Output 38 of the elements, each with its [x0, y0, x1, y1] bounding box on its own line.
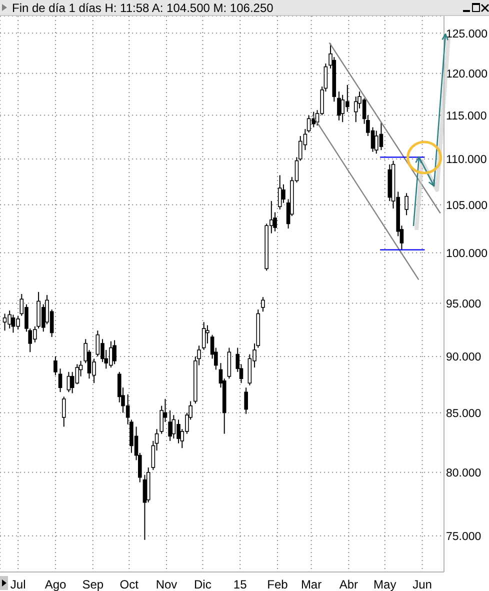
x-tick-label: Sep: [82, 578, 104, 591]
y-tick-label: 100.000: [446, 248, 488, 260]
candlestick: [337, 91, 341, 121]
candlestick: [168, 410, 172, 442]
y-tick-label: 120.000: [446, 68, 488, 80]
y-tick-label: 90.000: [446, 352, 482, 364]
x-tick-label: Jun: [412, 578, 432, 591]
x-tick-label: 15: [233, 578, 248, 591]
x-tick-label: Abr: [339, 578, 358, 591]
y-tick-label: 85.000: [446, 408, 482, 420]
x-tick-label: Nov: [156, 578, 178, 591]
x-tick-label: Jul: [10, 578, 26, 591]
candlestick: [66, 371, 71, 393]
candlestick: [404, 192, 408, 216]
x-tick-label: Oct: [120, 578, 140, 591]
x-tick-label: Ago: [44, 578, 66, 591]
x-tick-label: May: [374, 578, 396, 591]
candlestick: [206, 324, 210, 344]
y-tick-label: 110.000: [446, 154, 487, 166]
x-tick-label: Dic: [194, 578, 212, 591]
candlestick: [112, 340, 116, 365]
candlestick: [278, 174, 282, 210]
y-tick-label: 115.000: [446, 110, 487, 122]
candlestick: [54, 356, 58, 376]
y-tick-label: 80.000: [446, 467, 482, 480]
candlestick: [62, 396, 66, 428]
y-tick-label: 75.000: [446, 531, 482, 543]
candlestick: [244, 387, 248, 414]
y-tick-label: 125.000: [446, 28, 488, 40]
candlestick: [261, 296, 265, 312]
candlestick: [58, 368, 62, 393]
candlestick: [282, 184, 286, 204]
candlestick: [202, 322, 206, 350]
chart-title: Fin de día 1 días H: 11:58 A: 104.500 M: 106.250: [12, 1, 274, 15]
x-tick-label: Feb: [267, 578, 288, 591]
y-tick-label: 95.000: [446, 298, 482, 310]
y-tick-label: 105.000: [446, 200, 488, 212]
x-tick-label: Mar: [300, 578, 322, 591]
